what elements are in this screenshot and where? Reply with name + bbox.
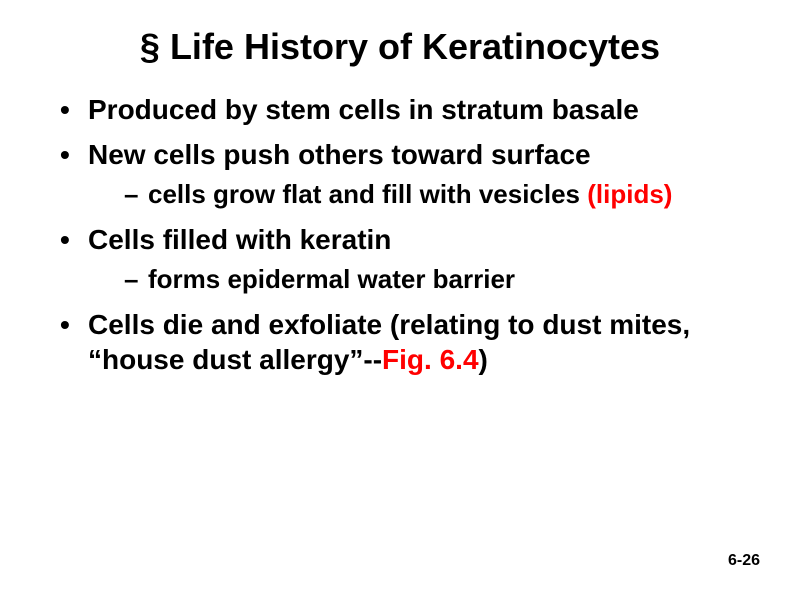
bullet-list: Produced by stem cells in stratum basale… — [40, 92, 760, 377]
highlight-text: (lipids) — [587, 179, 672, 209]
bullet-text: New cells push others toward surface — [88, 139, 591, 170]
highlight-text: Fig. 6.4 — [382, 344, 478, 375]
sub-list: cells grow flat and fill with vesicles (… — [88, 178, 760, 212]
bullet-item: Cells filled with keratin forms epiderma… — [60, 222, 760, 297]
bullet-text-suffix: ) — [479, 344, 488, 375]
slide: § Life History of Keratinocytes Produced… — [0, 0, 800, 600]
bullet-text: Produced by stem cells in stratum basale — [88, 94, 639, 125]
sub-bullet-text: cells grow flat and fill with vesicles — [148, 179, 587, 209]
sub-list: forms epidermal water barrier — [88, 263, 760, 297]
bullet-item: Cells die and exfoliate (relating to dus… — [60, 307, 760, 377]
slide-title: § Life History of Keratinocytes — [40, 26, 760, 68]
sub-bullet-item: cells grow flat and fill with vesicles (… — [124, 178, 760, 212]
sub-bullet-item: forms epidermal water barrier — [124, 263, 760, 297]
sub-bullet-text: forms epidermal water barrier — [148, 264, 515, 294]
bullet-item: New cells push others toward surface cel… — [60, 137, 760, 212]
bullet-text: Cells filled with keratin — [88, 224, 391, 255]
bullet-item: Produced by stem cells in stratum basale — [60, 92, 760, 127]
page-number: 6-26 — [728, 552, 760, 570]
